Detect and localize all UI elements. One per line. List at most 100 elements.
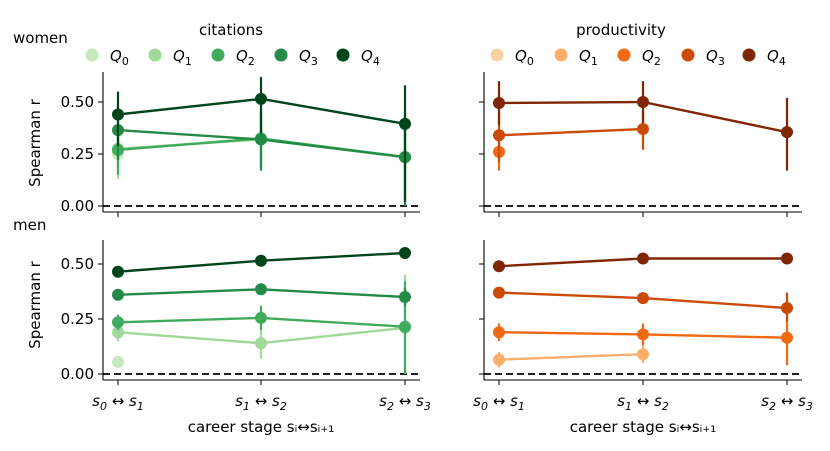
data-point — [493, 97, 505, 110]
data-point — [255, 311, 267, 324]
x-tick-label: s2 ↔ s3 — [379, 392, 431, 413]
data-point — [781, 252, 793, 265]
series-Q3 — [112, 283, 411, 306]
x-tick-label: s0 ↔ s1 — [473, 392, 525, 413]
legend-item-citations-Q2: Q2 — [211, 47, 255, 68]
series-Q4 — [493, 252, 793, 273]
data-point — [112, 108, 124, 121]
legend-marker — [336, 48, 350, 62]
legend-marker — [490, 48, 504, 62]
legend-marker — [85, 48, 99, 62]
data-point — [781, 302, 793, 314]
legend-marker — [211, 48, 225, 62]
legend-marker — [274, 48, 288, 62]
data-point — [493, 326, 505, 339]
data-point — [493, 260, 505, 273]
data-point — [493, 129, 505, 142]
data-point — [637, 348, 649, 361]
column-title-citations: citations — [199, 21, 263, 39]
legend-label: Q2 — [236, 47, 255, 68]
panel-men-productivity — [479, 240, 802, 385]
x-tick-label: s2 ↔ s3 — [761, 392, 813, 413]
series-Q0 — [112, 355, 124, 368]
legend-item-productivity-Q1: Q1 — [554, 47, 598, 68]
data-point — [112, 326, 124, 339]
data-point — [255, 283, 267, 296]
panel-men-citations: 0.00 0.25 0.50 — [61, 240, 420, 385]
y-axis-title-women: Spearman r — [26, 98, 44, 186]
legend-item-productivity-Q4: Q4 — [742, 47, 786, 68]
legend-item-productivity-Q3: Q3 — [681, 47, 725, 68]
data-point — [493, 353, 505, 366]
data-point — [637, 328, 649, 341]
panels: 0.00 0.25 0.50 0.00 0.25 0.50 s0 ↔ s1 s1 ↔ s2 s2… — [61, 72, 813, 413]
y-tick-label: 0.25 — [61, 310, 94, 328]
legend-marker — [617, 48, 631, 62]
series-group-men-citations — [112, 247, 411, 374]
legend-item-productivity-Q0: Q0 — [490, 47, 534, 68]
row-label-women: women — [13, 29, 68, 47]
data-point — [255, 254, 267, 267]
data-point — [399, 291, 411, 303]
legend-label: Q2 — [642, 47, 661, 68]
legend-label: Q0 — [110, 47, 129, 68]
data-point — [637, 123, 649, 136]
series-Q4 — [493, 81, 793, 171]
data-point — [112, 316, 124, 329]
y-tick-label: 0.50 — [61, 255, 94, 273]
series-Q2 — [493, 310, 793, 366]
series-line — [498, 127, 644, 137]
data-point — [399, 247, 411, 259]
legend-marker — [742, 48, 756, 62]
panel-women-productivity — [479, 72, 802, 217]
series-Q4 — [112, 77, 411, 202]
y-axis-title-text: Spearman r — [26, 260, 44, 348]
data-point — [112, 265, 124, 278]
legend-label: Q3 — [299, 47, 318, 68]
legend-marker — [554, 48, 568, 62]
legend-label: Q1 — [173, 47, 192, 68]
legend-item-citations-Q3: Q3 — [274, 47, 318, 68]
data-point — [637, 252, 649, 265]
series-group-women-productivity — [493, 81, 793, 171]
series-Q2 — [112, 281, 411, 374]
legend-label: Q4 — [361, 47, 380, 68]
legend-marker — [148, 48, 162, 62]
x-tick-label: s1 ↔ s2 — [235, 392, 287, 413]
data-point — [637, 96, 649, 108]
series-group-men-productivity — [493, 252, 793, 368]
series-Q4 — [112, 247, 411, 278]
x-axis-title-productivity: career stage sᵢ↔sᵢ₊₁ — [570, 418, 717, 436]
legend-item-productivity-Q2: Q2 — [617, 47, 661, 68]
x-axis-title-citations: career stage sᵢ↔sᵢ₊₁ — [188, 418, 335, 436]
legend-item-citations-Q1: Q1 — [148, 47, 192, 68]
legend-item-citations-Q0: Q0 — [85, 47, 129, 68]
legend-marker — [681, 48, 695, 62]
data-point — [112, 288, 124, 301]
series-line — [498, 353, 644, 361]
series-Q3 — [493, 286, 793, 322]
y-tick-label: 0.00 — [61, 365, 94, 383]
data-point — [781, 331, 793, 344]
data-point — [255, 92, 267, 105]
column-title-productivity: productivity — [576, 21, 666, 39]
data-point — [637, 292, 649, 305]
legend-label: Q3 — [706, 47, 725, 68]
legends: Q0 Q1 Q2 Q3 Q4 Q0 Q1 Q2 Q3 Q4 — [85, 47, 786, 68]
data-point — [112, 355, 124, 368]
series-Q1 — [493, 345, 649, 368]
data-point — [781, 126, 793, 139]
data-point — [493, 286, 505, 299]
x-tick-label: s1 ↔ s2 — [617, 392, 669, 413]
legend-label: Q1 — [579, 47, 598, 68]
row-label-men: men — [13, 216, 46, 234]
panel-women-citations: 0.00 0.25 0.50 — [61, 72, 420, 217]
legend-label: Q0 — [515, 47, 534, 68]
data-point — [399, 117, 411, 130]
series-group-women-citations — [112, 77, 411, 206]
y-tick-label: 0.00 — [61, 197, 94, 215]
data-point — [255, 133, 267, 146]
series-Q3 — [493, 110, 649, 163]
y-axis-title-men: Spearman r — [26, 260, 44, 348]
